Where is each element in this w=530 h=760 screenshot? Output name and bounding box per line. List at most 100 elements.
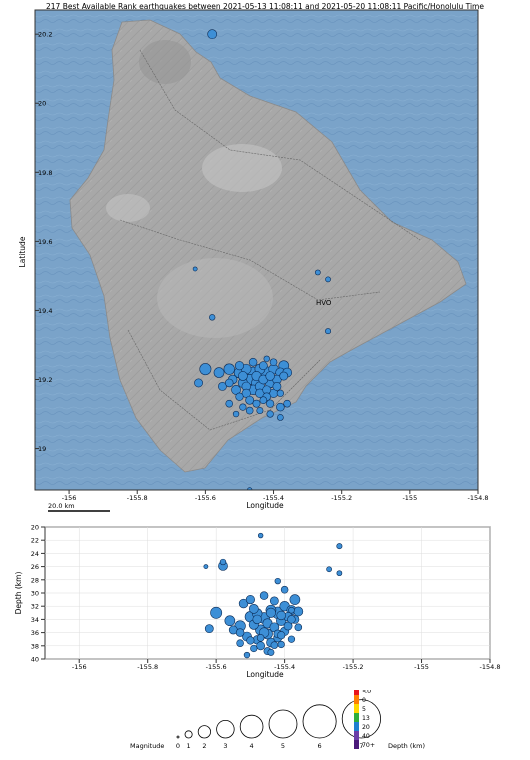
depth-quake-marker[interactable]: [287, 615, 296, 624]
depth-quake-marker[interactable]: [274, 577, 281, 585]
depth-y-tick-label: 20: [31, 524, 39, 532]
map-x-tick-label: -155.8: [127, 494, 148, 502]
map-quake-marker[interactable]: [223, 363, 235, 375]
map-quake-marker[interactable]: [263, 355, 270, 362]
depth-quake-marker[interactable]: [204, 624, 214, 634]
depth-legend-swatch: [354, 740, 359, 749]
depth-quake-marker[interactable]: [294, 623, 303, 632]
depth-quake-marker[interactable]: [224, 615, 236, 627]
map-quake-marker[interactable]: [239, 403, 247, 411]
map-quake-marker[interactable]: [266, 410, 274, 418]
depth-quake-marker[interactable]: [269, 596, 279, 606]
epicenter-map[interactable]: HVO -156 -155.8 -155.6 -155.4 -155.2 -155 -154…: [0, 0, 530, 515]
depth-quake-marker[interactable]: [238, 598, 249, 609]
depth-quake-marker[interactable]: [203, 564, 209, 569]
depth-y-tick-label: 28: [31, 576, 39, 584]
depth-quake-marker[interactable]: [336, 543, 343, 550]
depth-quake-marker[interactable]: [293, 606, 304, 617]
depth-quake-marker[interactable]: [287, 635, 296, 643]
map-quake-marker[interactable]: [325, 328, 332, 335]
depth-x-tick-label: -154.8: [480, 663, 501, 671]
depth-quake-marker[interactable]: [277, 640, 285, 649]
map-quake-marker[interactable]: [325, 276, 331, 283]
depth-quake-marker[interactable]: [235, 628, 245, 637]
map-quake-marker[interactable]: [283, 399, 291, 408]
road-line: [119, 219, 381, 301]
map-quake-marker[interactable]: [245, 406, 254, 415]
depth-quake-marker[interactable]: [288, 606, 295, 614]
map-quake-marker[interactable]: [225, 399, 234, 408]
magnitude-legend-label: 1: [187, 742, 191, 750]
map-quake-marker[interactable]: [248, 357, 258, 367]
map-y-tick-label: 19.6: [38, 238, 52, 246]
depth-quake-marker[interactable]: [245, 595, 255, 605]
depth-quake-marker[interactable]: [280, 585, 289, 594]
depth-quake-marker[interactable]: [289, 594, 301, 605]
depth-quake-marker[interactable]: [267, 648, 275, 656]
hualalai-relief: [106, 194, 150, 222]
depth-quake-marker[interactable]: [259, 591, 269, 600]
map-quake-marker[interactable]: [276, 389, 284, 397]
depth-quake-marker[interactable]: [246, 636, 255, 645]
map-quake-marker[interactable]: [218, 382, 227, 391]
map-x-ticks: -156 -155.8 -155.6 -155.4 -155.2 -155 -154.8: [62, 490, 488, 502]
map-quake-marker[interactable]: [277, 414, 284, 421]
depth-quake-marker[interactable]: [265, 607, 276, 618]
map-quake-marker[interactable]: [192, 266, 198, 272]
depth-quake-marker[interactable]: [256, 641, 266, 651]
map-quake-marker[interactable]: [258, 361, 268, 371]
depth-cross-section[interactable]: -156 -155.8 -155.6 -155.4 -155.2 -155 -154.8 2…: [0, 520, 530, 690]
depth-quake-marker[interactable]: [219, 558, 227, 566]
map-quake-marker[interactable]: [224, 378, 234, 388]
depth-quake-marker[interactable]: [256, 634, 265, 642]
map-quake-marker[interactable]: [207, 29, 218, 40]
map-quake-marker[interactable]: [232, 410, 240, 418]
mauna-loa-relief: [157, 258, 273, 338]
map-quake-marker[interactable]: [234, 361, 245, 371]
depth-quake-marker[interactable]: [326, 566, 332, 573]
map-quake-marker[interactable]: [252, 399, 261, 408]
figure-title: 217 Best Available Rank earthquakes betw…: [46, 2, 484, 11]
map-quake-marker[interactable]: [265, 371, 275, 381]
depth-quake-markers: [203, 532, 343, 659]
map-quake-marker[interactable]: [272, 382, 282, 391]
map-quake-marker[interactable]: [279, 371, 289, 381]
magnitude-legend-label: 4: [250, 742, 254, 750]
depth-quake-marker[interactable]: [243, 651, 251, 659]
depth-quake-marker[interactable]: [248, 603, 259, 614]
depth-quake-marker[interactable]: [250, 644, 258, 653]
depth-legend-swatch: [354, 690, 359, 695]
map-quake-marker[interactable]: [231, 384, 241, 395]
map-quake-marker[interactable]: [246, 487, 253, 493]
map-x-tick-label: -156: [62, 494, 77, 502]
depth-quake-marker[interactable]: [257, 532, 264, 539]
depth-quake-marker[interactable]: [336, 570, 343, 577]
depth-quake-marker[interactable]: [277, 631, 286, 640]
map-quake-marker[interactable]: [266, 399, 275, 408]
depth-quake-marker[interactable]: [236, 639, 244, 647]
map-quake-marker[interactable]: [235, 392, 244, 401]
map-quake-marker[interactable]: [256, 407, 264, 415]
map-quake-marker[interactable]: [259, 396, 268, 404]
map-quake-marker[interactable]: [213, 367, 225, 378]
map-quake-marker[interactable]: [209, 314, 216, 321]
map-frame: [34, 9, 479, 491]
map-quake-marker[interactable]: [199, 363, 212, 376]
depth-quake-marker[interactable]: [252, 614, 262, 625]
depth-quake-marker[interactable]: [210, 606, 223, 619]
depth-quake-marker[interactable]: [270, 641, 279, 649]
map-quake-marker[interactable]: [269, 358, 278, 367]
magnitude-legend-label: 3: [223, 742, 227, 750]
depth-x-tick-label: -156: [72, 663, 87, 671]
map-quake-marker[interactable]: [238, 371, 248, 381]
depth-legend-swatch: [354, 695, 359, 704]
map-quake-marker[interactable]: [314, 269, 321, 276]
map-quake-marker[interactable]: [194, 378, 203, 388]
depth-quake-marker[interactable]: [276, 610, 286, 621]
map-quake-marker[interactable]: [276, 402, 285, 412]
place-label-hvo: HVO: [316, 299, 332, 307]
map-quake-marker[interactable]: [245, 395, 255, 405]
depth-legend-label: 5: [362, 706, 366, 713]
magnitude-legend-title: Magnitude: [130, 742, 164, 750]
